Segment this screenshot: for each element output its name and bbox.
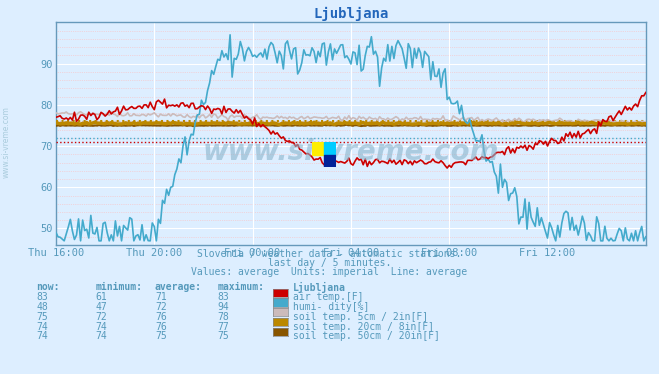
Text: www.si-vreme.com: www.si-vreme.com: [2, 106, 11, 178]
Text: 75: 75: [155, 331, 167, 341]
Text: soil temp. 5cm / 2in[F]: soil temp. 5cm / 2in[F]: [293, 312, 428, 322]
Text: 78: 78: [217, 312, 229, 322]
Text: www.si-vreme.com: www.si-vreme.com: [203, 138, 499, 166]
Text: 48: 48: [36, 302, 48, 312]
Text: 72: 72: [96, 312, 107, 322]
Text: 76: 76: [155, 312, 167, 322]
Text: last day / 5 minutes.: last day / 5 minutes.: [268, 258, 391, 268]
Text: Ljubljana: Ljubljana: [293, 282, 346, 293]
Text: now:: now:: [36, 282, 60, 292]
Text: Values: average  Units: imperial  Line: average: Values: average Units: imperial Line: av…: [191, 267, 468, 278]
Bar: [324, 142, 335, 154]
Text: 77: 77: [217, 322, 229, 332]
Text: 61: 61: [96, 292, 107, 303]
Text: 75: 75: [217, 331, 229, 341]
Text: soil temp. 50cm / 20in[F]: soil temp. 50cm / 20in[F]: [293, 331, 440, 341]
Text: air temp.[F]: air temp.[F]: [293, 292, 364, 303]
Bar: [324, 154, 335, 167]
Bar: [312, 142, 324, 154]
Text: 74: 74: [96, 322, 107, 332]
Text: 94: 94: [217, 302, 229, 312]
Text: minimum:: minimum:: [96, 282, 142, 292]
Text: 76: 76: [155, 322, 167, 332]
Text: 72: 72: [155, 302, 167, 312]
Text: 47: 47: [96, 302, 107, 312]
Text: 75: 75: [36, 312, 48, 322]
Text: 74: 74: [36, 322, 48, 332]
Text: 74: 74: [36, 331, 48, 341]
Text: soil temp. 20cm / 8in[F]: soil temp. 20cm / 8in[F]: [293, 322, 434, 332]
Text: maximum:: maximum:: [217, 282, 264, 292]
Title: Ljubljana: Ljubljana: [313, 7, 389, 21]
Text: humi- dity[%]: humi- dity[%]: [293, 302, 370, 312]
Text: Slovenia / weather data - automatic stations.: Slovenia / weather data - automatic stat…: [197, 249, 462, 259]
Text: 71: 71: [155, 292, 167, 303]
Text: average:: average:: [155, 282, 202, 292]
Text: 74: 74: [96, 331, 107, 341]
Text: 83: 83: [36, 292, 48, 303]
Text: 83: 83: [217, 292, 229, 303]
